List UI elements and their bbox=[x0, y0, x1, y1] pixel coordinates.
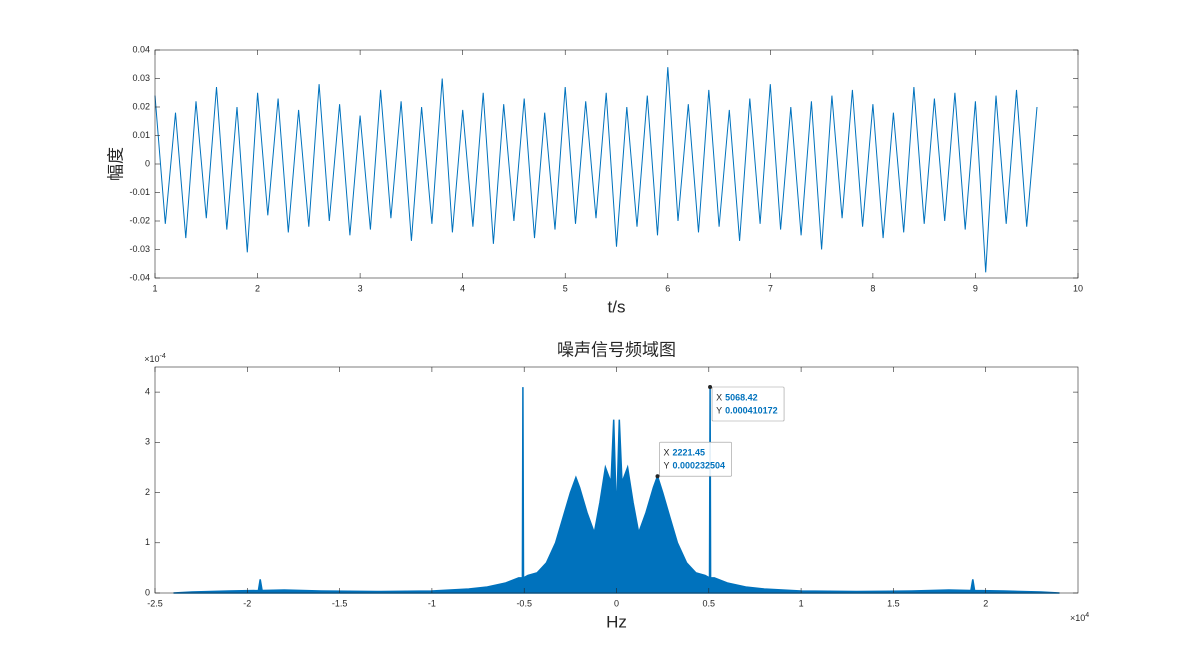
y-tick-label: -0.04 bbox=[129, 272, 150, 282]
x-axis-label: Hz bbox=[606, 612, 627, 631]
y-tick-label: 2 bbox=[145, 487, 150, 497]
axis-exponent: ×10-4 bbox=[144, 353, 166, 365]
x-tick-label: -2 bbox=[243, 598, 251, 608]
y-tick-label: 0.02 bbox=[132, 101, 150, 111]
datatip-x-value: 5068.42 bbox=[725, 392, 758, 402]
x-tick-label: 0 bbox=[614, 598, 619, 608]
y-tick-label: 4 bbox=[145, 386, 150, 396]
x-tick-label: 9 bbox=[973, 283, 978, 293]
y-tick-label: 0.04 bbox=[132, 44, 150, 54]
y-tick-label: 3 bbox=[145, 437, 150, 447]
datatip-marker bbox=[708, 385, 713, 390]
datatip-y-key: Y bbox=[716, 405, 722, 415]
datatip-y-key: Y bbox=[664, 461, 670, 471]
datatip-x-value: 2221.45 bbox=[673, 448, 706, 458]
datatip-box bbox=[711, 386, 785, 422]
x-tick-label: 1.5 bbox=[887, 598, 900, 608]
y-tick-label: 0 bbox=[145, 587, 150, 597]
exponent-base: ×10 bbox=[144, 354, 159, 364]
exponent-power: -4 bbox=[160, 353, 166, 360]
x-tick-label: 0.5 bbox=[703, 598, 716, 608]
x-tick-label: -1 bbox=[428, 598, 436, 608]
y-tick-label: 0 bbox=[145, 158, 150, 168]
x-tick-label: 4 bbox=[460, 283, 465, 293]
x-tick-label: -2.5 bbox=[147, 598, 163, 608]
x-tick-label: 6 bbox=[665, 283, 670, 293]
y-tick-label: -0.02 bbox=[129, 215, 150, 225]
y-tick-label: -0.01 bbox=[129, 187, 150, 197]
datatip-box bbox=[659, 441, 732, 477]
x-tick-label: 2 bbox=[983, 598, 988, 608]
x-tick-label: 1 bbox=[152, 283, 157, 293]
exponent-base: ×10 bbox=[1070, 613, 1085, 623]
y-tick-label: 0.03 bbox=[132, 73, 150, 83]
x-tick-label: 5 bbox=[563, 283, 568, 293]
x-tick-label: 7 bbox=[768, 283, 773, 293]
x-tick-label: -0.5 bbox=[516, 598, 532, 608]
datatip-x-key: X bbox=[664, 448, 670, 458]
y-tick-label: -0.03 bbox=[129, 244, 150, 254]
y-tick-label: 0.01 bbox=[132, 130, 150, 140]
x-tick-label: 10 bbox=[1073, 283, 1083, 293]
datatip-x-key: X bbox=[716, 392, 722, 402]
x-tick-label: 8 bbox=[870, 283, 875, 293]
exponent-power: 4 bbox=[1085, 612, 1089, 619]
axis-exponent: ×104 bbox=[1070, 612, 1089, 624]
signal-line bbox=[154, 67, 1038, 273]
x-axis-label: t/s bbox=[608, 297, 626, 316]
spectrum-area bbox=[173, 386, 1060, 594]
datatip-y-value: 0.000232504 bbox=[673, 461, 726, 471]
datatip-marker bbox=[655, 474, 660, 479]
y-axis-label: 幅度 bbox=[106, 147, 125, 181]
y-tick-label: 1 bbox=[145, 537, 150, 547]
chart-title: 噪声信号频域图 bbox=[557, 340, 676, 359]
x-tick-label: 2 bbox=[255, 283, 260, 293]
x-tick-label: 3 bbox=[358, 283, 363, 293]
datatip-y-value: 0.000410172 bbox=[725, 405, 778, 415]
x-tick-label: 1 bbox=[799, 598, 804, 608]
x-tick-label: -1.5 bbox=[332, 598, 348, 608]
